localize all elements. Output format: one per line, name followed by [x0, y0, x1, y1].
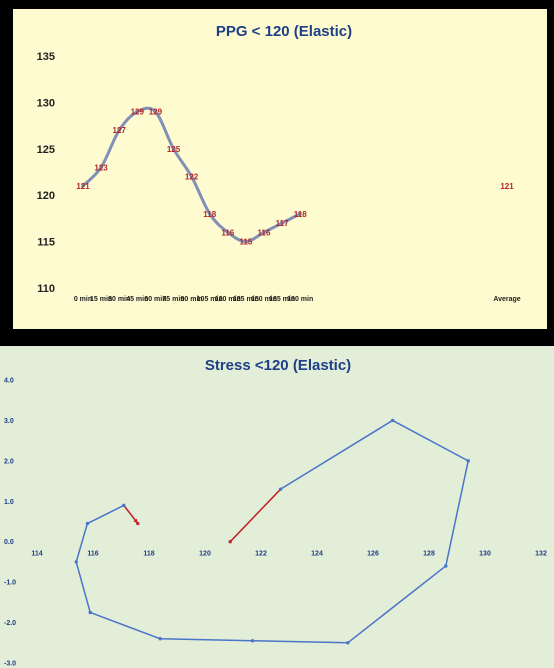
x-tick-label: 116 [87, 551, 98, 558]
y-tick-label: -1.0 [4, 580, 16, 587]
y-tick-label: -3.0 [4, 661, 16, 668]
stress-data-point [228, 540, 232, 544]
stress-scatter-chart: Stress <120 (Elastic) 4.0 3.0 2.0 1.0 0.0 -1.… [4, 357, 547, 668]
y-tick-label: 1.0 [4, 499, 14, 506]
stress-data-point [444, 564, 448, 568]
x-tick-label: 132 [535, 551, 547, 558]
x-tick-label: 118 [143, 551, 154, 558]
stress-chart-panel: Stress <120 (Elastic) 4.0 3.0 2.0 1.0 0.0 -1.… [0, 346, 554, 668]
x-tick-label: 45 min [126, 296, 148, 303]
y-tick-label: 3.0 [4, 418, 14, 425]
x-tick-label: 120 [199, 551, 211, 558]
ppg-chart-title: PPG < 120 (Elastic) [216, 23, 352, 40]
stress-start-arrow [229, 488, 282, 543]
ppg-data-point [280, 221, 284, 225]
x-tick-label: 0 min [74, 296, 92, 303]
ppg-data-label: 127 [113, 126, 127, 135]
x-tick-label: 124 [311, 551, 323, 558]
stress-data-point [278, 487, 283, 491]
stress-data-point [346, 641, 350, 645]
stress-data-point [122, 503, 126, 508]
ppg-data-label: 121 [76, 182, 90, 191]
ppg-data-point [226, 230, 230, 235]
ppg-data-point [153, 109, 158, 114]
ppg-data-point [244, 239, 248, 244]
y-tick-label: 130 [37, 97, 55, 109]
stress-data-point [250, 639, 255, 643]
y-tick-label: 135 [37, 51, 55, 63]
x-tick-label: Average [493, 296, 520, 303]
ppg-data-point [135, 109, 140, 114]
ppg-data-point [262, 230, 266, 235]
y-tick-label: 115 [37, 237, 55, 249]
x-tick-label: 105 min [197, 296, 223, 303]
y-tick-label: 125 [37, 144, 55, 156]
stress-data-point [85, 521, 90, 526]
stress-data-point [466, 459, 470, 463]
x-tick-label: 180 min [287, 296, 313, 303]
ppg-data-label: 125 [167, 145, 181, 154]
stress-data-point [88, 610, 92, 615]
stress-series-line [75, 419, 469, 644]
y-tick-label: 120 [37, 190, 55, 202]
y-tick-label: 4.0 [4, 378, 14, 385]
x-tick-label: 130 [479, 551, 491, 558]
x-tick-label: 122 [255, 551, 267, 558]
ppg-chart-panel: PPG < 120 (Elastic) 135 130 125 120 115 110 0 … [13, 9, 547, 329]
y-tick-label: 0.0 [4, 539, 14, 546]
x-tick-label: 120 min [215, 296, 241, 303]
ppg-line-chart: PPG < 120 (Elastic) 135 130 125 120 115 110 0 … [37, 23, 521, 303]
x-tick-label: 126 [367, 551, 379, 558]
stress-chart-title: Stress <120 (Elastic) [205, 357, 351, 374]
y-tick-label: 2.0 [4, 458, 14, 465]
x-tick-label: 15 min [90, 296, 112, 303]
y-tick-label: -2.0 [4, 620, 16, 627]
ppg-data-label: 115 [239, 238, 252, 247]
x-tick-label: 165 min [269, 296, 295, 303]
x-tick-label: 128 [423, 551, 435, 558]
x-tick-label: 60 min [144, 296, 166, 303]
stress-data-point [136, 521, 140, 526]
ppg-data-label: 116 [258, 228, 271, 237]
x-tick-label: 114 [31, 551, 42, 558]
stress-data-point [390, 418, 395, 423]
ppg-data-point [171, 147, 176, 151]
x-tick-label: 150 min [251, 296, 277, 303]
ppg-data-label: 123 [94, 163, 108, 172]
x-tick-label: 75 min [162, 296, 184, 303]
stress-data-point [158, 637, 162, 641]
ppg-data-point [117, 128, 121, 133]
ppg-data-point [99, 165, 103, 170]
ppg-data-label: 129 [149, 108, 163, 117]
ppg-data-point [207, 211, 212, 216]
ppg-data-label: 116 [221, 228, 234, 237]
ppg-data-point [189, 174, 194, 179]
ppg-data-label: 118 [203, 210, 216, 219]
ppg-data-label: 129 [131, 108, 145, 117]
ppg-data-label: 121 [500, 182, 514, 191]
x-tick-label: 135 min [233, 296, 259, 303]
x-tick-label: 30 min [108, 296, 130, 303]
y-tick-label: 110 [37, 283, 55, 295]
x-tick-label: 90 min [181, 296, 203, 303]
ppg-data-label: 117 [276, 219, 289, 228]
ppg-data-label: 118 [294, 210, 307, 219]
ppg-data-point [81, 184, 85, 188]
stress-data-point [74, 560, 78, 564]
ppg-data-point [298, 211, 303, 216]
ppg-data-label: 122 [185, 173, 199, 182]
